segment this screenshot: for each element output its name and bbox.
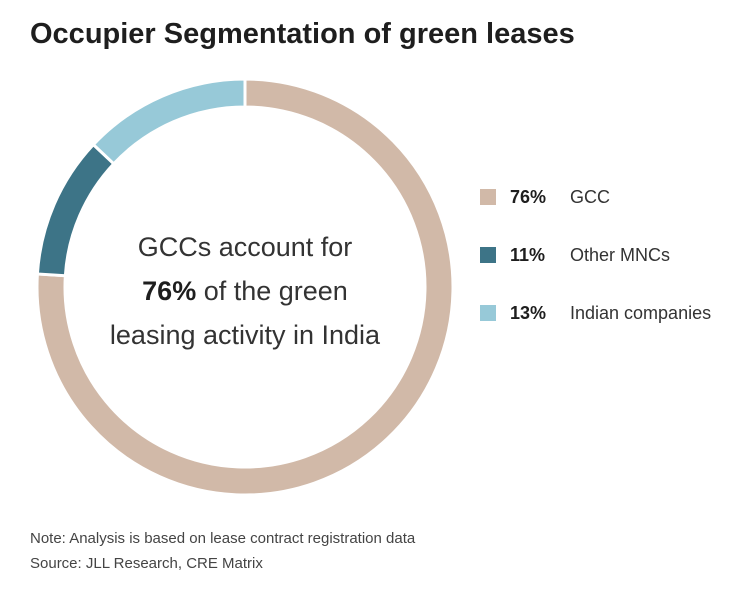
chart-title: Occupier Segmentation of green leases — [30, 18, 575, 50]
center-annotation-line2-rest: of the green — [196, 276, 348, 306]
legend-value-indian-companies: 13% — [510, 302, 547, 323]
legend-swatch-indian-companies — [480, 305, 496, 321]
legend-swatch-other-mncs — [480, 247, 496, 263]
legend: 76% GCC 11% Other MNCs 13% Indian compan… — [480, 180, 711, 354]
center-annotation-line3: leasing activity in India — [109, 320, 381, 350]
donut-chart — [35, 77, 455, 497]
center-annotation: GCCs account for 76% of the green leasin… — [85, 225, 405, 357]
legend-label-other-mncs: Other MNCs — [570, 244, 671, 265]
legend-label-indian-companies: Indian companies — [570, 302, 712, 323]
center-annotation-line1: GCCs account for — [137, 232, 353, 262]
footer: Note: Analysis is based on lease contrac… — [30, 526, 415, 576]
legend-item-indian-companies: 13% Indian companies — [480, 296, 711, 330]
legend-item-gcc: 76% GCC — [480, 180, 711, 214]
center-annotation-line2: 76% of the green — [85, 269, 405, 313]
footnote: Note: Analysis is based on lease contrac… — [30, 530, 416, 547]
legend-value-other-mncs: 11% — [510, 244, 546, 265]
center-annotation-highlight: 76% — [142, 276, 197, 306]
source-note: Source: JLL Research, CRE Matrix — [30, 555, 263, 572]
legend-label-gcc: GCC — [570, 186, 610, 207]
donut-slice-gcc — [35, 77, 455, 497]
legend-item-other-mncs: 11% Other MNCs — [480, 238, 711, 272]
legend-swatch-gcc — [480, 189, 496, 205]
donut-slice-indian-companies — [91, 77, 247, 166]
legend-value-gcc: 76% — [510, 186, 547, 207]
